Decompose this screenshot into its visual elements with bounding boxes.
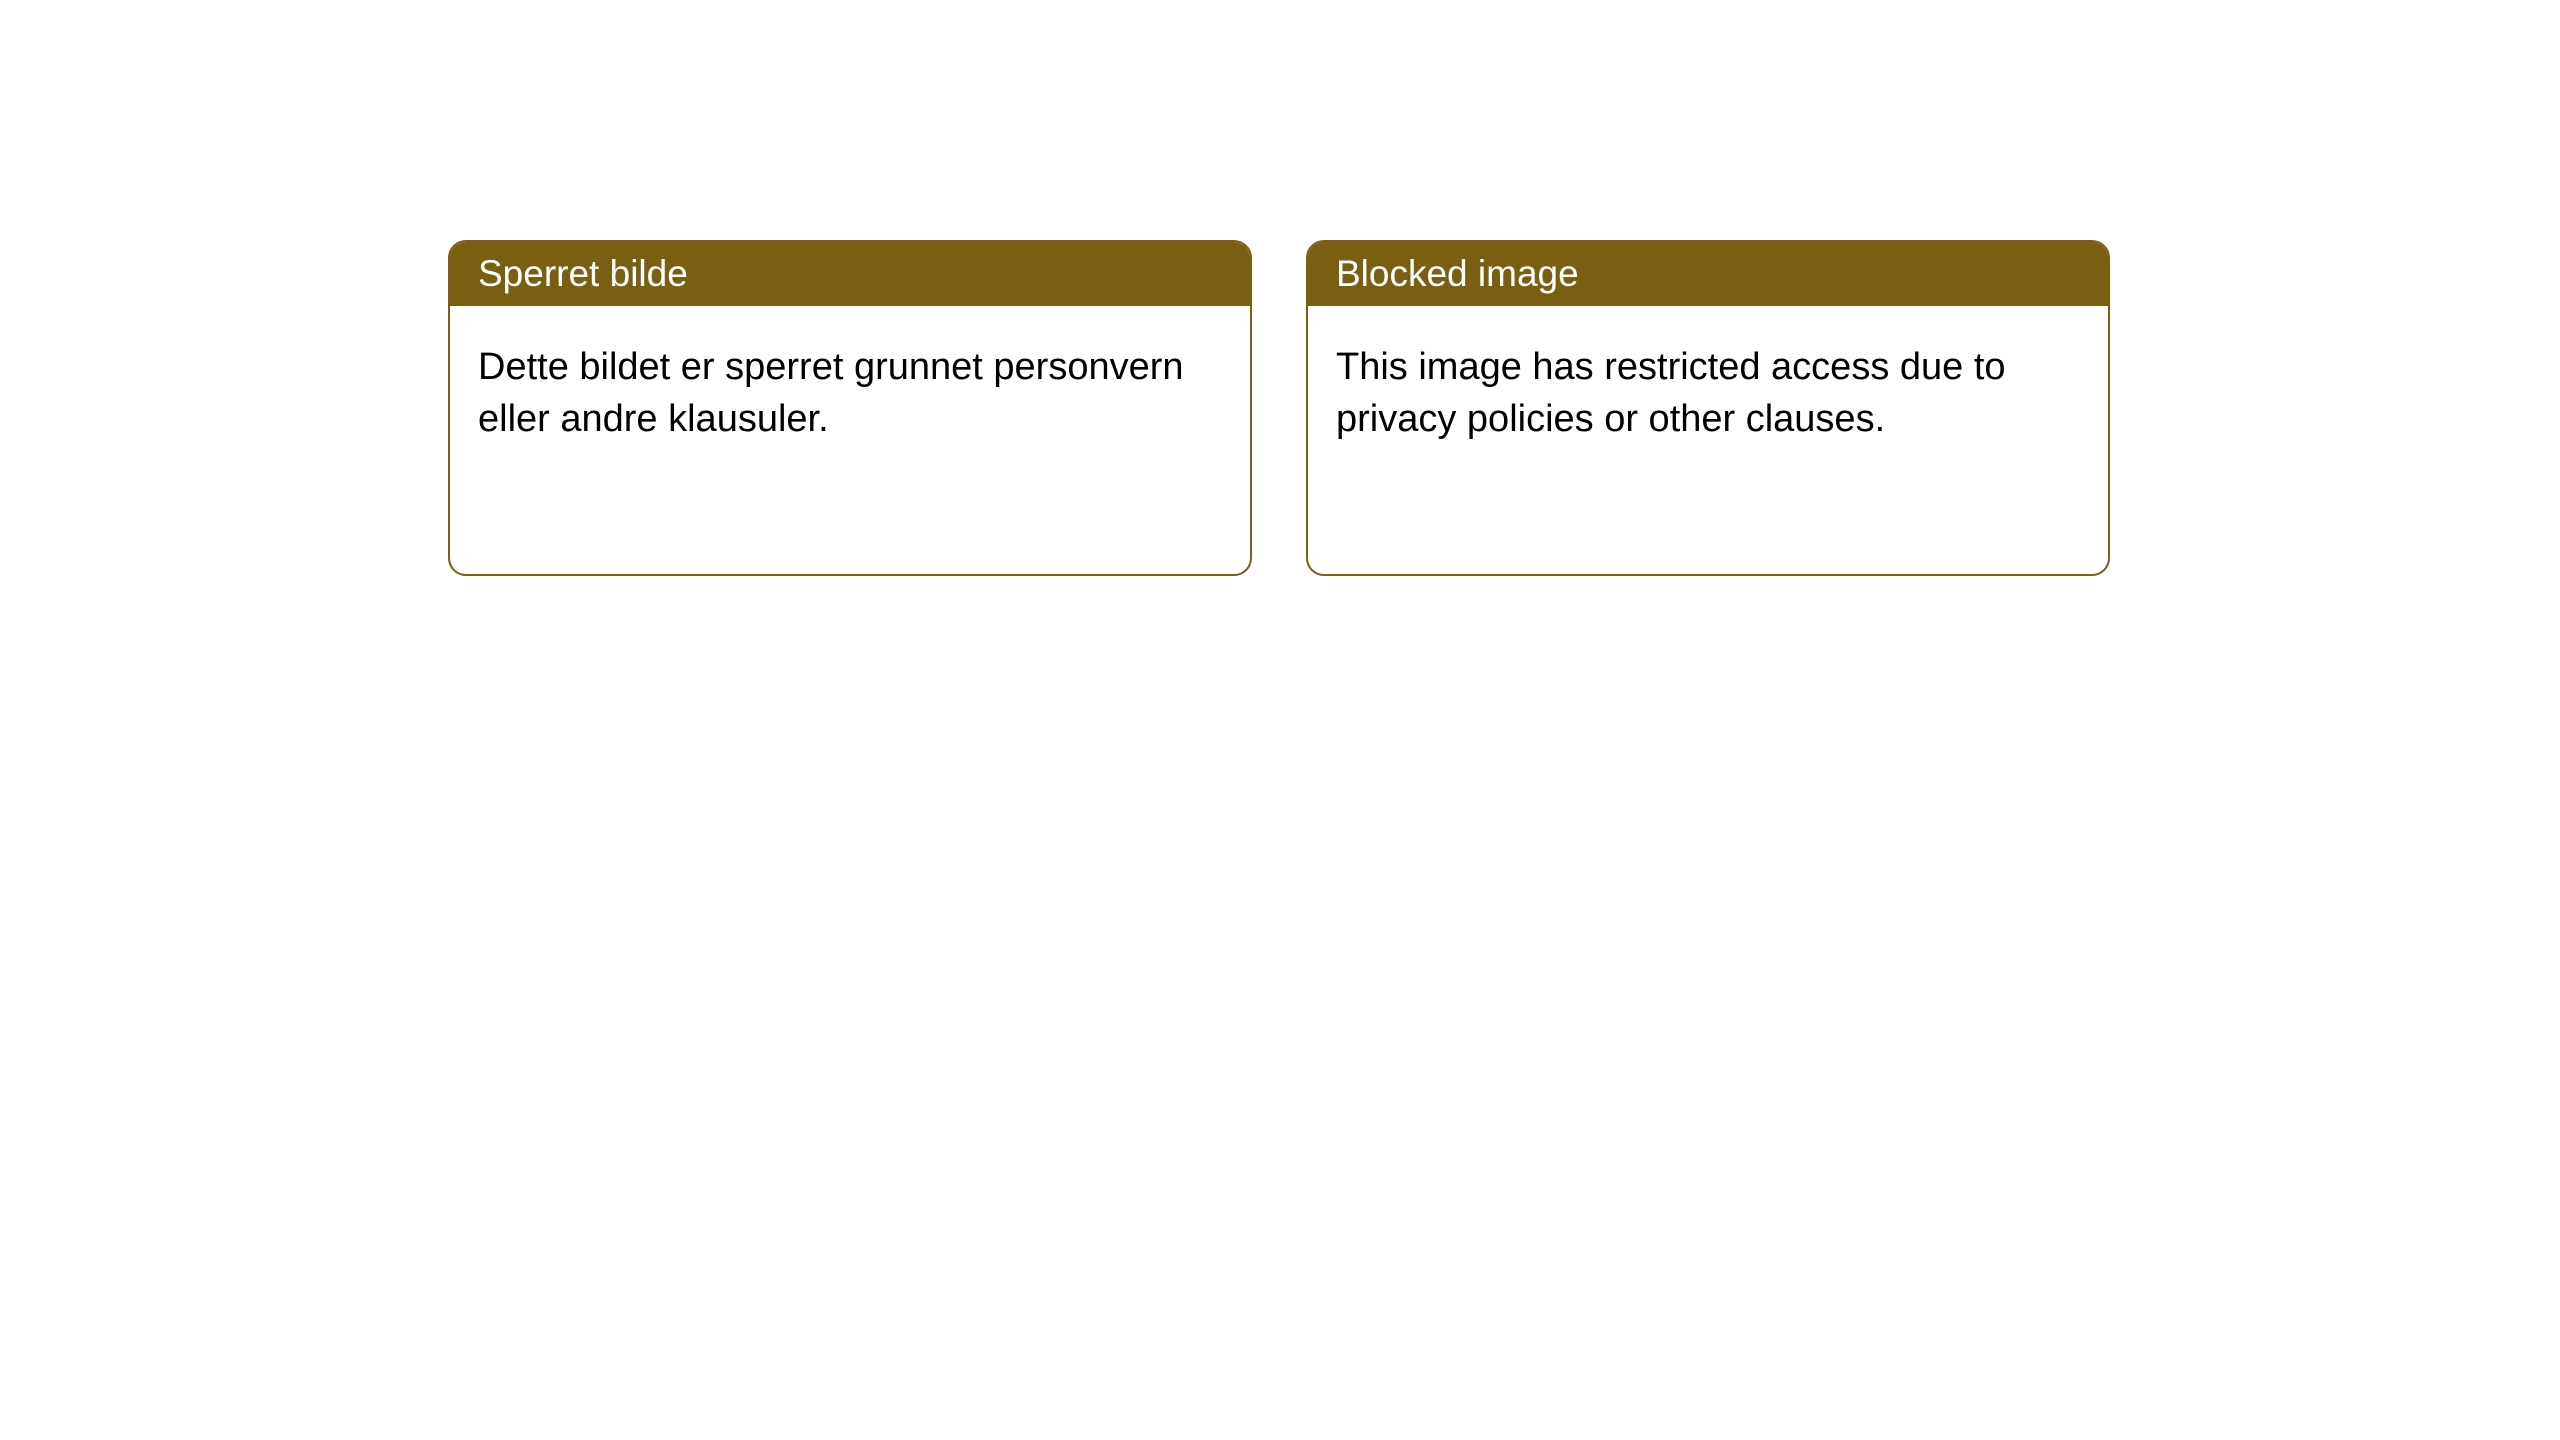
notice-header: Blocked image	[1308, 242, 2108, 306]
notice-card-norwegian: Sperret bilde Dette bildet er sperret gr…	[448, 240, 1252, 576]
notice-header: Sperret bilde	[450, 242, 1250, 306]
notice-card-english: Blocked image This image has restricted …	[1306, 240, 2110, 576]
notice-container: Sperret bilde Dette bildet er sperret gr…	[0, 0, 2560, 576]
notice-body: This image has restricted access due to …	[1308, 306, 2108, 481]
notice-body: Dette bildet er sperret grunnet personve…	[450, 306, 1250, 481]
